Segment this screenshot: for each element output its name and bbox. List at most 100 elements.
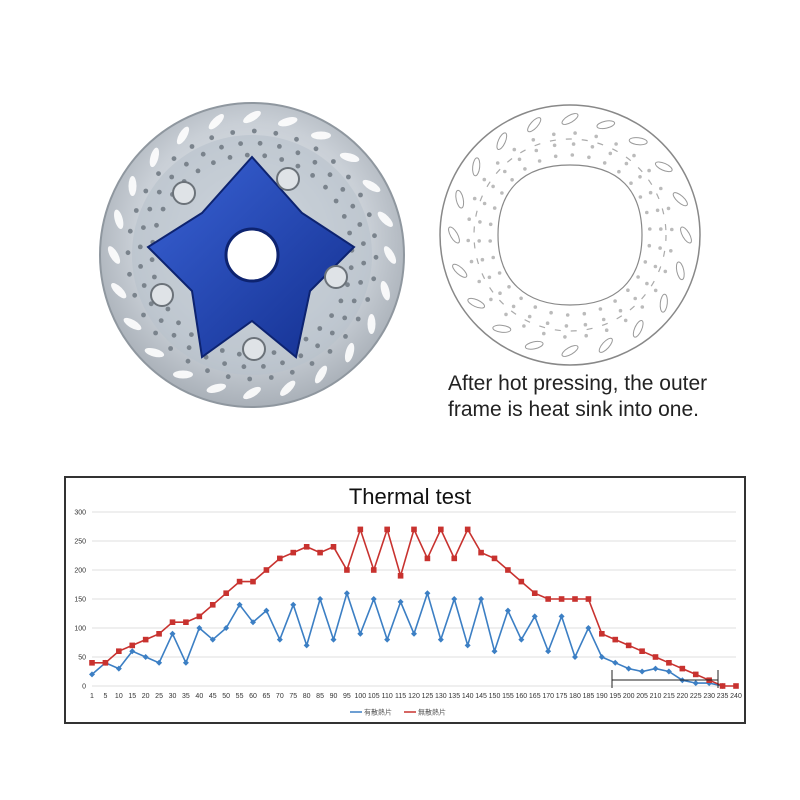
x-tick-label: 180 <box>569 693 581 700</box>
caption-line-1: After hot pressing, the outer <box>448 372 708 395</box>
data-point <box>317 549 323 556</box>
x-tick-label: 70 <box>276 693 284 700</box>
x-tick-label: 80 <box>303 693 311 700</box>
data-point <box>491 555 498 562</box>
x-tick-label: 85 <box>316 693 324 700</box>
data-point <box>545 596 551 602</box>
data-point <box>599 631 605 637</box>
x-tick-label: 35 <box>182 693 190 700</box>
data-point <box>223 625 230 631</box>
x-axis-ticks: 1 5 10 15 20 25 30 35 40 45 50 55 60 65 70 75 80 85 90 95 10… <box>90 693 742 700</box>
x-tick-label: 95 <box>343 693 351 700</box>
data-point <box>438 526 444 533</box>
data-point <box>277 555 283 562</box>
data-point <box>236 601 243 608</box>
data-point <box>182 659 189 666</box>
x-tick-label: 170 <box>542 693 554 700</box>
x-tick-label: 125 <box>422 693 434 700</box>
data-point <box>209 636 216 643</box>
data-point <box>343 590 350 597</box>
rotor-center-hole <box>224 227 280 283</box>
data-point <box>424 590 431 597</box>
data-point <box>572 596 578 602</box>
x-tick-label: 220 <box>676 693 688 700</box>
data-point <box>250 578 256 585</box>
data-point <box>384 636 391 643</box>
x-tick-label: 205 <box>636 693 648 700</box>
data-point <box>424 555 431 562</box>
chart-series <box>89 526 739 689</box>
chart-grid <box>92 511 736 687</box>
y-tick-label: 0 <box>82 684 86 691</box>
data-point <box>115 665 122 672</box>
data-point <box>679 665 686 672</box>
data-point <box>451 596 458 602</box>
rotor-vents <box>107 110 397 400</box>
data-point <box>344 567 350 573</box>
x-tick-label: 200 <box>623 693 635 700</box>
x-tick-label: 230 <box>703 693 715 700</box>
data-point <box>384 526 390 533</box>
x-tick-label: 20 <box>142 693 150 700</box>
x-tick-label: 160 <box>515 693 527 700</box>
x-tick-label: 185 <box>583 693 595 700</box>
data-point <box>491 648 498 655</box>
x-tick-label: 1 <box>90 693 94 700</box>
data-point <box>129 648 136 655</box>
legend-label: 有散熱片 <box>364 708 392 717</box>
data-point <box>196 613 203 620</box>
data-point <box>558 613 565 620</box>
x-tick-label: 10 <box>115 693 123 700</box>
outline-holes <box>466 131 674 339</box>
x-tick-label: 235 <box>717 693 729 700</box>
rotor-holes <box>125 128 379 382</box>
data-point <box>719 683 726 689</box>
data-point <box>464 642 471 649</box>
data-point <box>478 596 485 602</box>
end-bracket <box>611 670 719 688</box>
data-point <box>706 680 713 687</box>
data-point <box>370 596 377 602</box>
data-point <box>129 642 136 649</box>
x-tick-label: 155 <box>502 693 514 700</box>
x-tick-label: 120 <box>408 693 420 700</box>
y-tick-label: 250 <box>74 539 86 546</box>
data-point <box>317 596 324 602</box>
data-point <box>411 630 417 637</box>
data-point <box>665 668 672 675</box>
x-tick-label: 75 <box>289 693 297 700</box>
chart-frame <box>64 476 746 724</box>
x-tick-label: 175 <box>556 693 568 700</box>
x-tick-label: 140 <box>462 693 474 700</box>
data-point <box>545 648 552 655</box>
rotor-outline-drawing <box>439 104 701 366</box>
data-point <box>89 671 95 678</box>
data-point <box>478 549 484 556</box>
x-tick-label: 15 <box>128 693 136 700</box>
data-point <box>625 665 632 672</box>
data-point <box>733 683 739 689</box>
x-tick-label: 30 <box>169 693 177 700</box>
y-tick-label: 100 <box>74 626 86 633</box>
x-tick-label: 65 <box>263 693 271 700</box>
data-point <box>531 613 538 620</box>
data-point <box>639 668 646 675</box>
x-tick-label: 90 <box>330 693 338 700</box>
data-point <box>370 567 377 573</box>
data-point <box>639 648 645 654</box>
data-point <box>89 660 95 666</box>
data-point <box>102 660 109 666</box>
data-point <box>518 636 525 643</box>
x-tick-label: 215 <box>663 693 675 700</box>
data-point <box>357 526 364 533</box>
x-tick-label: 225 <box>690 693 702 700</box>
data-point <box>169 630 176 637</box>
data-point <box>666 660 672 666</box>
data-point <box>518 578 525 585</box>
chart-legend: 有散熱片 無散熱片 <box>350 708 446 717</box>
x-tick-label: 55 <box>236 693 244 700</box>
x-tick-label: 135 <box>448 693 460 700</box>
x-tick-label: 145 <box>475 693 487 700</box>
outline-vents <box>448 113 692 357</box>
